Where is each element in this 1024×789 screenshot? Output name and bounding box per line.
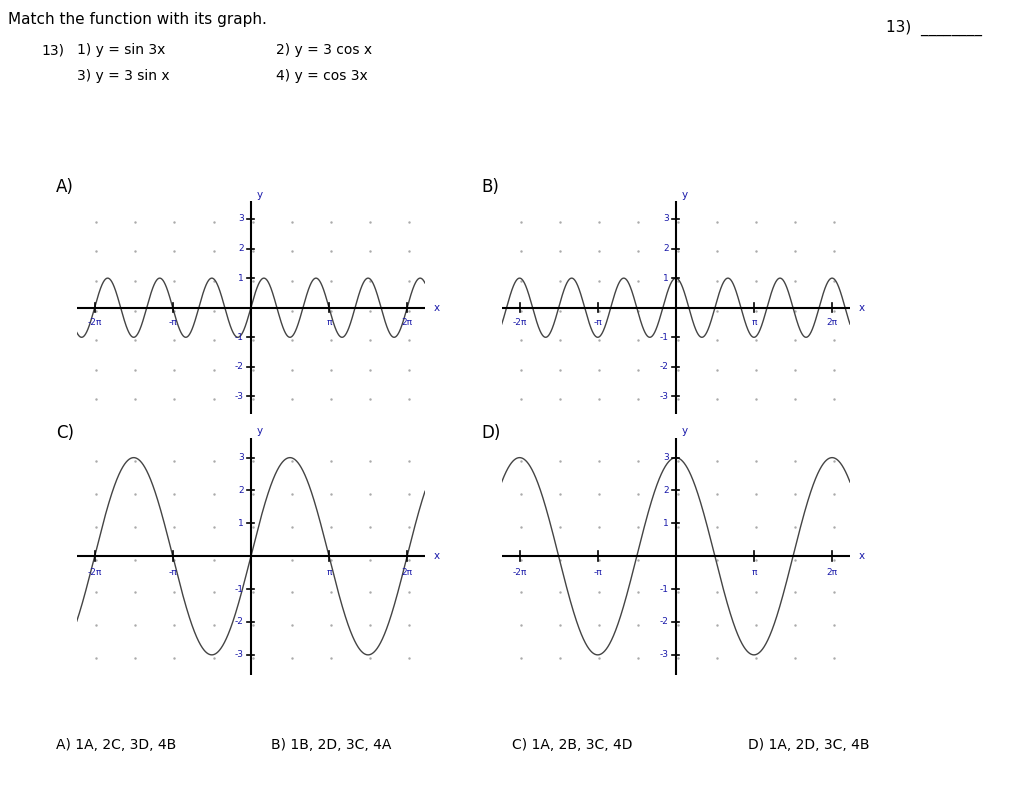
Text: y: y: [682, 189, 688, 200]
Text: y: y: [257, 189, 263, 200]
Text: 1) y = sin 3x: 1) y = sin 3x: [77, 43, 165, 58]
Text: -π: -π: [168, 568, 177, 577]
Text: -3: -3: [234, 650, 244, 660]
Text: -2: -2: [236, 618, 244, 626]
Text: 2π: 2π: [401, 568, 413, 577]
Text: -1: -1: [659, 585, 669, 593]
Text: 2) y = 3 cos x: 2) y = 3 cos x: [276, 43, 373, 58]
Text: 3) y = 3 sin x: 3) y = 3 sin x: [77, 69, 169, 84]
Text: 2: 2: [664, 244, 669, 253]
Text: D): D): [481, 424, 501, 443]
Text: -2: -2: [660, 362, 669, 372]
Text: -2π: -2π: [512, 318, 526, 327]
Text: 13): 13): [41, 43, 63, 58]
Text: 2π: 2π: [826, 568, 838, 577]
Text: π: π: [327, 568, 332, 577]
Text: π: π: [752, 318, 757, 327]
Text: A) 1A, 2C, 3D, 4B: A) 1A, 2C, 3D, 4B: [56, 738, 176, 752]
Text: π: π: [327, 318, 332, 327]
Text: 2: 2: [239, 486, 244, 495]
Text: π: π: [752, 568, 757, 577]
Text: 13)  ________: 13) ________: [886, 20, 982, 36]
Text: B) 1B, 2D, 3C, 4A: B) 1B, 2D, 3C, 4A: [271, 738, 392, 752]
Text: -2π: -2π: [87, 318, 101, 327]
Text: 2π: 2π: [826, 318, 838, 327]
Text: -2: -2: [236, 362, 244, 372]
Text: x: x: [858, 552, 864, 561]
Text: 3: 3: [239, 215, 244, 223]
Text: D) 1A, 2D, 3C, 4B: D) 1A, 2D, 3C, 4B: [748, 738, 869, 752]
Text: -1: -1: [234, 585, 244, 593]
Text: C) 1A, 2B, 3C, 4D: C) 1A, 2B, 3C, 4D: [512, 738, 633, 752]
Text: 1: 1: [664, 519, 669, 528]
Text: -2: -2: [660, 618, 669, 626]
Text: -3: -3: [659, 650, 669, 660]
Text: B): B): [481, 178, 499, 196]
Text: 4) y = cos 3x: 4) y = cos 3x: [276, 69, 369, 84]
Text: -1: -1: [234, 333, 244, 342]
Text: -3: -3: [234, 392, 244, 401]
Text: 2: 2: [664, 486, 669, 495]
Text: -1: -1: [659, 333, 669, 342]
Text: y: y: [682, 426, 688, 436]
Text: 3: 3: [664, 215, 669, 223]
Text: 3: 3: [664, 453, 669, 462]
Text: 1: 1: [664, 274, 669, 282]
Text: 3: 3: [239, 453, 244, 462]
Text: -3: -3: [659, 392, 669, 401]
Text: 1: 1: [239, 274, 244, 282]
Text: 2π: 2π: [401, 318, 413, 327]
Text: x: x: [434, 552, 439, 561]
Text: -2π: -2π: [512, 568, 526, 577]
Text: -π: -π: [593, 568, 602, 577]
Text: x: x: [434, 303, 439, 312]
Text: 2: 2: [239, 244, 244, 253]
Text: C): C): [56, 424, 75, 443]
Text: -π: -π: [168, 318, 177, 327]
Text: -2π: -2π: [87, 568, 101, 577]
Text: 1: 1: [239, 519, 244, 528]
Text: Match the function with its graph.: Match the function with its graph.: [8, 12, 267, 27]
Text: -π: -π: [593, 318, 602, 327]
Text: y: y: [257, 426, 263, 436]
Text: x: x: [858, 303, 864, 312]
Text: A): A): [56, 178, 74, 196]
